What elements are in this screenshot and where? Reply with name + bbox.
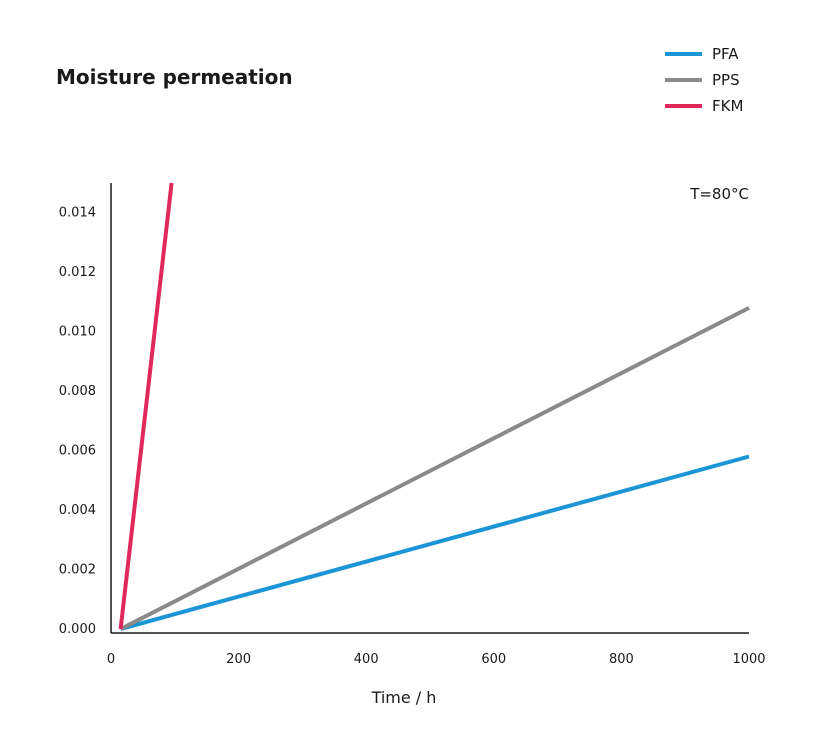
series-line-fkm [118, 182, 174, 630]
y-tick-label: 0.010 [59, 325, 96, 340]
y-tick-label: 0.002 [59, 563, 96, 578]
legend-label-pfa: PFA [712, 45, 739, 63]
temperature-annotation: T=80°C [689, 185, 749, 203]
legend: PFA PPS FKM [665, 45, 743, 115]
chart-title: Moisture permeation [56, 65, 293, 89]
y-tick-label: 0.000 [59, 622, 96, 637]
y-tick-label: 0.008 [59, 384, 96, 399]
legend-label-fkm: FKM [712, 97, 743, 115]
x-tick-label: 1000 [732, 652, 765, 667]
y-tick-label: 0.006 [59, 444, 96, 459]
x-tick-label: 600 [481, 652, 506, 667]
y-tick-labels: 0.000 0.002 0.004 0.006 0.008 0.010 0.012 0.014 [59, 206, 96, 637]
x-tick-label: 400 [354, 652, 379, 667]
series-line-pfa [120, 454, 750, 631]
series-layer [118, 182, 750, 631]
y-tick-label: 0.012 [59, 265, 96, 280]
x-tick-label: 800 [609, 652, 634, 667]
x-tick-label: 0 [107, 652, 115, 667]
y-tick-label: 0.014 [59, 206, 96, 221]
x-tick-labels: 0 200 400 600 800 1000 [107, 652, 766, 667]
x-tick-label: 200 [226, 652, 251, 667]
series-line-pps [119, 306, 750, 631]
y-tick-label: 0.004 [59, 503, 96, 518]
x-axis-title: Time / h [371, 688, 437, 707]
legend-label-pps: PPS [712, 71, 740, 89]
